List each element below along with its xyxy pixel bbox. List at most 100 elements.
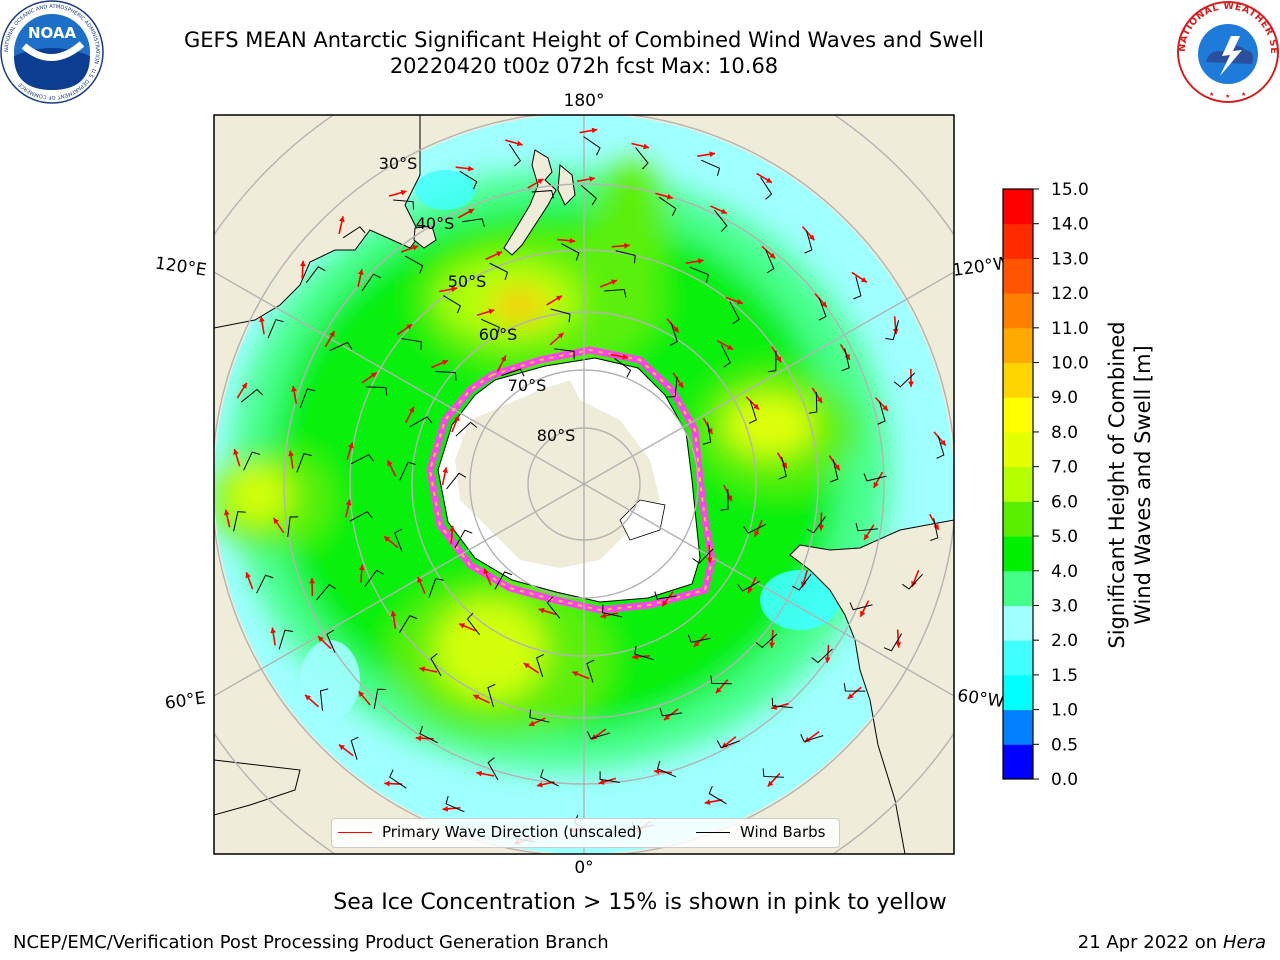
colorbar-tick-label: 7.0 [1051,458,1078,478]
wave-arrow-head [451,286,458,292]
colorbar-tick-label: 4.0 [1051,562,1078,582]
wind-barb [399,614,418,633]
wind-barb [716,740,741,749]
wave-arrow-head [824,657,831,663]
wave-arrow-head [882,404,888,411]
colorbar-tick-label: 13.0 [1051,249,1089,269]
wave-arrow-head [442,359,449,366]
footer-branch: NCEP/EMC/Verification Post Processing Pr… [13,932,609,953]
wind-barb [428,578,444,598]
svg-text:★: ★ [1225,93,1230,100]
wind-barb [687,634,711,643]
wave-arrow-head [677,381,684,388]
map-plot-area [214,115,954,854]
wave-arrow-head [449,525,456,532]
colorbar-tick-label: 2.0 [1051,631,1078,651]
wind-barb [399,461,416,481]
wave-arrow-head [847,693,854,699]
wind-barb [454,529,473,548]
wave-arrow-head [329,331,335,338]
wind-barb [689,266,709,283]
wave-arrow-head [611,279,617,285]
colorbar-tick-label: 12.0 [1051,284,1089,304]
footer-date-text: 21 Apr 2022 on [1077,932,1218,953]
colorbar-swatch [1003,397,1033,433]
wave-arrow-head [624,242,630,249]
wind-barb [329,341,353,352]
wind-barb [373,688,386,710]
wave-arrow-head [860,277,867,283]
wave-arrow-head [693,641,700,647]
wave-arrow-head [459,623,466,629]
wind-barb [634,646,655,661]
colorbar-swatch [1003,258,1033,294]
wave-arrow-head [643,143,649,150]
wave-arrow-head [390,610,397,617]
wind-barb [319,688,329,711]
wind-barb [435,370,457,381]
wind-barb [430,653,442,677]
wave-arrow-head [241,382,247,389]
wind-barb [720,344,731,368]
chart-subtitle: 20220420 t00z 072h fcst Max: 10.68 [389,54,779,78]
lat-label-40s: 40°S [416,214,455,233]
wind-barb [256,574,274,594]
wind-barb [635,147,649,170]
colorbar-frame [1002,188,1034,780]
wind-barb [462,218,485,227]
wave-arrow-head [765,177,772,183]
wave-arrow-head [727,344,734,350]
wave-arrow-head [338,744,345,751]
wind-barb [806,516,826,534]
wave-arrow-head [245,572,251,579]
wind-barb [791,573,812,591]
colorbar-tick-label: 9.0 [1051,388,1078,408]
colorbar-swatch [1003,223,1033,259]
wave-arrow-head [895,642,902,648]
wave-arrow-head [358,691,365,698]
wind-barb [409,416,433,428]
wind-barb [487,757,499,781]
wind-barb [902,573,923,590]
wind-barb [365,386,388,396]
colorbar-swatch [1003,744,1033,780]
lat-label-80s: 80°S [537,426,576,445]
wind-barb [708,785,727,805]
wave-arrow-head [860,610,866,617]
wave-arrow-head [844,353,850,360]
wave-arrow-head [632,654,638,660]
wave-arrow-head [412,245,419,251]
wind-barb [350,454,374,465]
wave-arrow-head [769,642,775,648]
wave-arrow-head [339,216,345,223]
wave-arrow-head [591,127,598,134]
wave-arrow-head [259,316,265,323]
wave-arrow-head [442,806,448,812]
wind-barb [808,391,818,414]
colorbar-label-line2: Wind Waves and Swell [m] [1131,345,1155,625]
wind-barb [364,569,384,587]
wind-barb [587,731,611,740]
wave-arrow-head [589,176,595,182]
wind-barb [818,297,827,321]
colorbar-swatch [1003,293,1033,329]
wind-barb [350,736,359,760]
wave-arrow-head [473,694,480,700]
lat-label-70s: 70°S [508,376,547,395]
wind-barb [550,308,571,323]
footer-host: Hera [1222,932,1266,953]
wind-barb [529,709,550,723]
wind-barb [702,422,712,445]
wind-barb [599,771,620,783]
wave-arrow-head [358,564,365,571]
colorbar-swatch [1003,189,1033,225]
colorbar-swatch [1003,640,1033,676]
lon-label-180: 180° [564,91,605,111]
colorbar-swatch [1003,501,1033,537]
wave-arrow-head [233,448,239,455]
wave-arrow-head [523,663,530,669]
wind-barb [243,451,260,471]
wave-arrow-head [400,189,407,196]
land-australia [214,115,421,329]
